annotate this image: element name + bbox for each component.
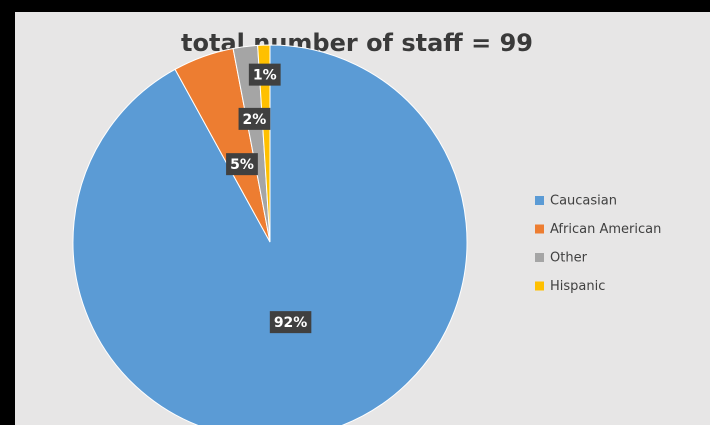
pie-slice (72, 44, 468, 425)
data-label-box (226, 153, 258, 176)
legend-swatch (535, 253, 544, 262)
data-label-box (248, 63, 281, 86)
pie-slice (257, 44, 271, 243)
data-label: 1% (253, 68, 277, 84)
data-label: 2% (243, 112, 267, 128)
data-label-box (238, 107, 271, 130)
legend-label: Hispanic (550, 279, 605, 294)
data-label-box (269, 311, 312, 334)
legend-swatch (535, 196, 544, 205)
legend-label: Other (550, 251, 588, 266)
data-label: 92% (274, 315, 308, 331)
legend-swatch (535, 281, 544, 291)
legend-label: African American (550, 222, 661, 237)
legend-label: Caucasian (550, 194, 617, 209)
data-label: 5% (230, 157, 254, 173)
legend-swatch (535, 224, 544, 234)
